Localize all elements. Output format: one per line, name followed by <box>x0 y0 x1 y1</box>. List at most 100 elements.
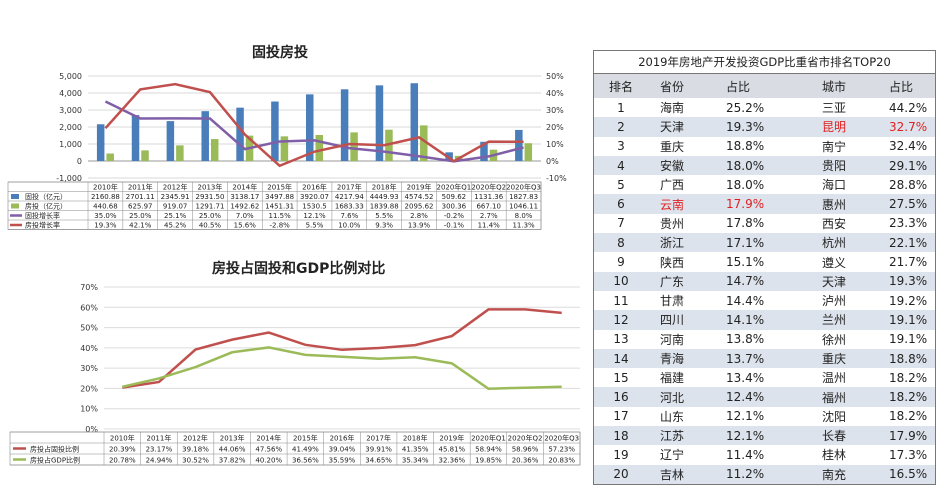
x-tick-label: 2020年Q1 <box>436 183 471 192</box>
legend-label: 房投占固投比例 <box>30 445 79 454</box>
city-cell: 徐州 <box>793 329 875 349</box>
bar <box>271 101 279 161</box>
data-label: 30.52% <box>182 457 209 465</box>
data-label: 1839.88 <box>370 203 399 211</box>
data-label: 20.39% <box>109 446 136 454</box>
data-label: 25.0% <box>199 212 222 220</box>
data-label: 45.2% <box>164 222 187 230</box>
city-cell: 福州 <box>793 387 875 407</box>
province-share-cell: 13.7% <box>722 348 793 369</box>
data-label: 39.04% <box>329 446 356 454</box>
data-label: 2.8% <box>410 212 428 220</box>
data-label: 8.0% <box>515 212 533 220</box>
table-row: 12 四川 14.1% 兰州 19.1% <box>593 310 936 330</box>
table-row: 17 山东 12.1% 沈阳 18.2% <box>593 406 936 427</box>
rank-cell: 6 <box>593 194 648 214</box>
province-cell: 福建 <box>648 368 722 388</box>
province-share-cell: 12.4% <box>722 387 793 407</box>
chart1-title: 固投房投 <box>252 45 308 61</box>
legend-label: 固投（亿元） <box>25 192 67 201</box>
rank-cell: 17 <box>593 406 648 427</box>
bar <box>96 124 105 161</box>
province-share-cell: 12.1% <box>722 426 793 446</box>
data-label: 2345.91 <box>161 193 190 201</box>
table-row: 14 青海 13.7% 重庆 18.8% <box>593 348 936 369</box>
chart2-canvas: 0% 10% 20% 30% 40% 50% 60% 70% 2010年 2011年 2012年 20… <box>9 283 581 466</box>
rank-cell: 16 <box>593 387 648 407</box>
table-row: 20 吉林 11.2% 南充 16.5% <box>593 464 936 485</box>
data-label: 7.6% <box>340 212 358 220</box>
y-tick-label: 20% <box>80 384 98 393</box>
province-share-cell: 19.3% <box>722 117 793 137</box>
city-share-cell: 18.2% <box>875 387 936 407</box>
y-right-tick-label: 30% <box>546 106 564 115</box>
ranking-table-header: 排名 省份 占比 城市 占比 <box>593 73 936 98</box>
rank-cell: 7 <box>593 213 648 234</box>
y-tick-label: 10% <box>80 405 98 414</box>
y-left-tick-label: 5,000 <box>59 72 82 81</box>
city-cell: 杭州 <box>793 233 875 253</box>
x-tick-label: 2018年 <box>372 183 397 192</box>
y-left-tick-label: -1,000 <box>56 174 82 183</box>
table-row: 6 云南 17.9% 惠州 27.5% <box>593 194 936 214</box>
city-share-cell: 16.5% <box>875 464 936 485</box>
province-share-cell: 18.0% <box>722 175 793 195</box>
rank-cell: 19 <box>593 445 648 465</box>
data-label: 20.78% <box>109 457 136 465</box>
table-row: 18 江苏 12.1% 长春 17.9% <box>593 426 936 446</box>
x-tick-label: 2015年 <box>267 183 292 192</box>
data-label: 1131.36 <box>474 193 503 201</box>
province-share-cell: 15.1% <box>722 252 793 272</box>
table-row: 5 广西 18.0% 海口 28.8% <box>593 175 936 195</box>
rank-cell: 2 <box>593 117 648 137</box>
header-city: 城市 <box>793 73 875 98</box>
table-row: 16 河北 12.4% 福州 18.2% <box>593 387 936 407</box>
province-cell: 广西 <box>648 175 722 195</box>
city-share-cell: 27.5% <box>875 194 936 214</box>
province-cell: 辽宁 <box>648 445 722 465</box>
data-label: 39.18% <box>182 446 209 454</box>
city-cell: 南宁 <box>793 136 875 156</box>
province-cell: 四川 <box>648 310 722 330</box>
rank-cell: 11 <box>593 290 648 311</box>
city-cell: 惠州 <box>793 194 875 214</box>
city-cell: 兰州 <box>793 310 875 330</box>
x-tick-label: 2012年 <box>163 183 188 192</box>
data-label: 1683.33 <box>335 203 364 211</box>
data-label: 300.36 <box>442 203 467 211</box>
bar <box>375 85 384 161</box>
province-share-cell: 17.8% <box>722 213 793 234</box>
data-label: 5.5% <box>306 222 324 230</box>
rank-cell: 18 <box>593 426 648 446</box>
data-label: 41.35% <box>402 446 429 454</box>
province-share-cell: 14.7% <box>722 271 793 291</box>
data-label: 509.62 <box>442 193 467 201</box>
city-share-cell: 23.3% <box>875 213 936 234</box>
province-cell: 甘肃 <box>648 290 722 311</box>
data-label: 11.5% <box>269 212 292 220</box>
data-label: 40.20% <box>255 457 282 465</box>
x-tick-label: 2012年 <box>183 434 208 443</box>
province-share-cell: 13.8% <box>722 329 793 349</box>
bar <box>106 153 114 161</box>
x-tick-label: 2011年 <box>128 183 153 192</box>
bar <box>306 94 314 161</box>
data-label: 11.4% <box>478 222 501 230</box>
x-tick-label: 2020年Q2 <box>471 183 506 192</box>
city-cell: 贵阳 <box>793 155 875 176</box>
province-cell: 天津 <box>648 117 722 137</box>
legend-swatch <box>11 194 19 199</box>
series-line <box>122 308 562 389</box>
x-tick-label: 2020年Q2 <box>508 434 543 443</box>
data-label: 24.94% <box>146 457 173 465</box>
bar <box>201 111 209 161</box>
city-share-cell: 21.7% <box>875 252 936 272</box>
y-tick-label: 30% <box>80 364 98 373</box>
city-share-cell: 19.1% <box>875 329 936 349</box>
x-tick-label: 2019年 <box>439 434 464 443</box>
province-share-cell: 17.1% <box>722 233 793 253</box>
city-share-cell: 18.2% <box>875 406 936 427</box>
bar <box>480 141 488 161</box>
x-tick-label: 2013年 <box>198 183 223 192</box>
data-label: 47.56% <box>255 446 282 454</box>
